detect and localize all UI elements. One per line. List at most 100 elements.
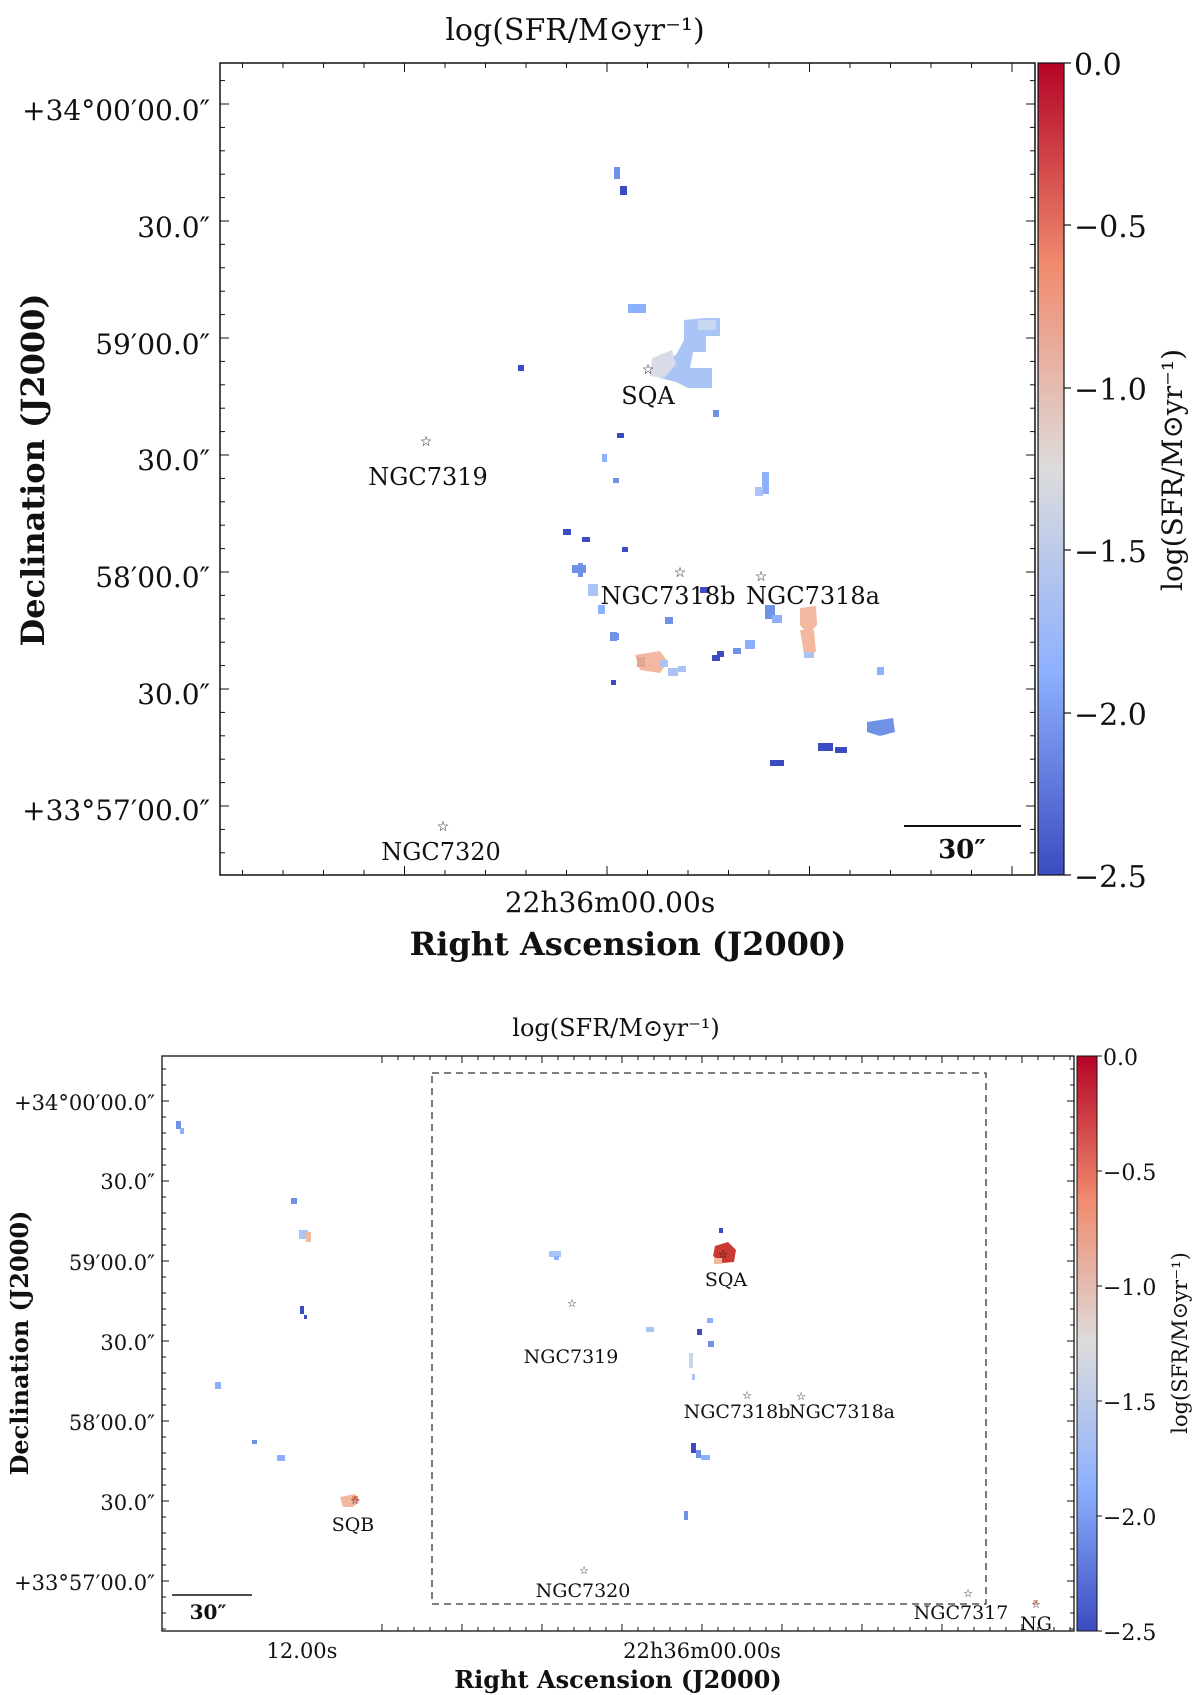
galaxy-label: NGC7318a [746,582,880,610]
sfr-pixel [697,1329,702,1335]
panel-top-ticks [220,63,1035,875]
sfr-pixel [622,547,628,552]
galaxy-label: NG [1020,1613,1052,1635]
sfr-pixel [877,667,884,675]
sfr-pixel [635,651,668,673]
scale-bar-label: 30″ [190,1600,227,1624]
panel-bottom-axes-frame [161,1055,1075,1632]
sfr-pixel [582,537,590,542]
sfr-pixel [617,433,624,438]
colorbar-label: log(SFR/M⊙yr⁻¹) [1168,1252,1192,1434]
cbar-tick-label: −2.5 [1103,1621,1156,1646]
panel-top-ytick-labels: +34°00′00.0″ 30.0″ 59′00.0″ 30.0″ 58′00.… [22,94,210,827]
sfr-pixel [712,655,720,661]
panel-top-ylabel: Declination (J2000) [14,293,52,646]
ytick-label: 30.0″ [100,1491,155,1515]
sfr-pixel [692,1374,695,1380]
ytick-label: +34°00′00.0″ [14,1091,155,1115]
sfr-pixel [518,365,524,371]
galaxy-label: NGC7320 [381,838,501,866]
sfr-pixel [352,1496,358,1501]
sfr-pixel [835,747,847,753]
ytick-label: 30.0″ [100,1170,155,1194]
sfr-pixel [291,1198,297,1204]
sfr-pixel [598,605,605,614]
sfr-pixel [691,1443,696,1453]
ytick-label: +34°00′00.0″ [22,94,210,127]
galaxy-label: NGC7318b [601,582,736,610]
galaxy-star-icon: ☆ [1031,1598,1041,1611]
cbar-tick-label: −1.5 [1103,1391,1156,1416]
sfr-pixel [770,760,784,766]
cbar-tick-label: −1.0 [1103,1276,1156,1301]
galaxy-label: NGC7319 [524,1346,619,1368]
sfr-pixel [717,651,724,657]
sfr-pixel [700,587,708,593]
sfr-pixel [707,1318,713,1323]
colorbar-tick-labels: 0.0 −0.5 −1.0 −1.5 −2.0 −2.5 [1074,48,1147,895]
cbar-tick-label: −1.5 [1074,535,1147,570]
ytick-label: 30.0″ [100,1331,155,1355]
panel-bottom-colorbar [1076,1055,1098,1632]
sfr-pixel [612,633,619,640]
galaxy-label: NGC7317 [914,1602,1009,1624]
galaxy-label: SQA [621,382,675,410]
galaxy-star-icon: ☆ [796,1390,806,1403]
galaxy-star-icon: ☆ [437,819,450,835]
panel-bottom-ytick-labels: +34°00′00.0″ 30.0″ 59′00.0″ 30.0″ 58′00.… [14,1091,155,1595]
sfr-pixel [578,563,583,577]
sfr-pixel [637,657,645,667]
sfr-pixel [708,1341,714,1347]
sfr-region-sqa-core [650,350,676,378]
sfr-pixel [765,605,775,619]
galaxy-star-icon: ☆ [350,1494,360,1507]
galaxy-star-icon: ☆ [642,362,655,378]
panel-top-axes-frame [219,62,1036,876]
galaxy-star-icon: ☆ [963,1587,973,1600]
ytick-label: 30.0″ [137,444,210,477]
sfr-pixel [665,617,673,624]
zoom-region-box [431,1072,987,1605]
sfr-pixel [299,1230,308,1239]
cbar-tick-label: −2.5 [1074,860,1147,895]
colorbar-label: log(SFR/M⊙yr⁻¹) [1156,349,1189,591]
ytick-label: 30.0″ [137,211,210,244]
sfr-pixel [713,410,719,417]
sfr-pixel [698,320,716,330]
panel-top-xlabel: Right Ascension (J2000) [410,925,847,963]
sfr-pixel [611,680,616,685]
galaxy-label: NGC7319 [368,463,488,491]
sfr-pixel [628,304,646,313]
cbar-tick-label: −1.0 [1074,373,1147,408]
ytick-label: 59′00.0″ [69,1251,155,1275]
scale-bar-label: 30″ [938,835,986,865]
sfr-pixel [252,1440,257,1444]
panel-top-colorbar [1037,62,1065,876]
sfr-pixel [714,1258,722,1264]
galaxy-label: NGC7318a [789,1401,895,1423]
sfr-pixel [867,718,895,736]
xtick-label: 12.00s [267,1639,338,1663]
sfr-pixel [180,1128,184,1134]
galaxy-label: NGC7318b [684,1401,791,1423]
ytick-label: 58′00.0″ [69,1411,155,1435]
cbar-tick-label: −0.5 [1074,210,1147,245]
galaxy-star-icon: ☆ [567,1297,577,1310]
cbar-tick-label: −2.0 [1074,698,1147,733]
sfr-pixel [818,743,833,751]
cbar-tick-label: 0.0 [1103,1046,1138,1071]
galaxy-star-icon: ☆ [420,434,433,450]
sfr-pixel [614,167,620,179]
galaxy-star-icon: ☆ [579,1564,589,1577]
sfr-pixel [684,1511,688,1520]
sfr-pixel [563,529,571,535]
panel-bottom-xlabel: Right Ascension (J2000) [454,1665,782,1694]
sfr-pixel [745,640,755,649]
sfr-pixel [660,660,668,667]
sfr-pixel [176,1121,181,1129]
cbar-tick-label: −0.5 [1103,1161,1156,1186]
colorbar-ticks [1064,62,1071,876]
galaxy-star-icon: ☆ [674,565,687,581]
sfr-pixel [696,1450,701,1458]
